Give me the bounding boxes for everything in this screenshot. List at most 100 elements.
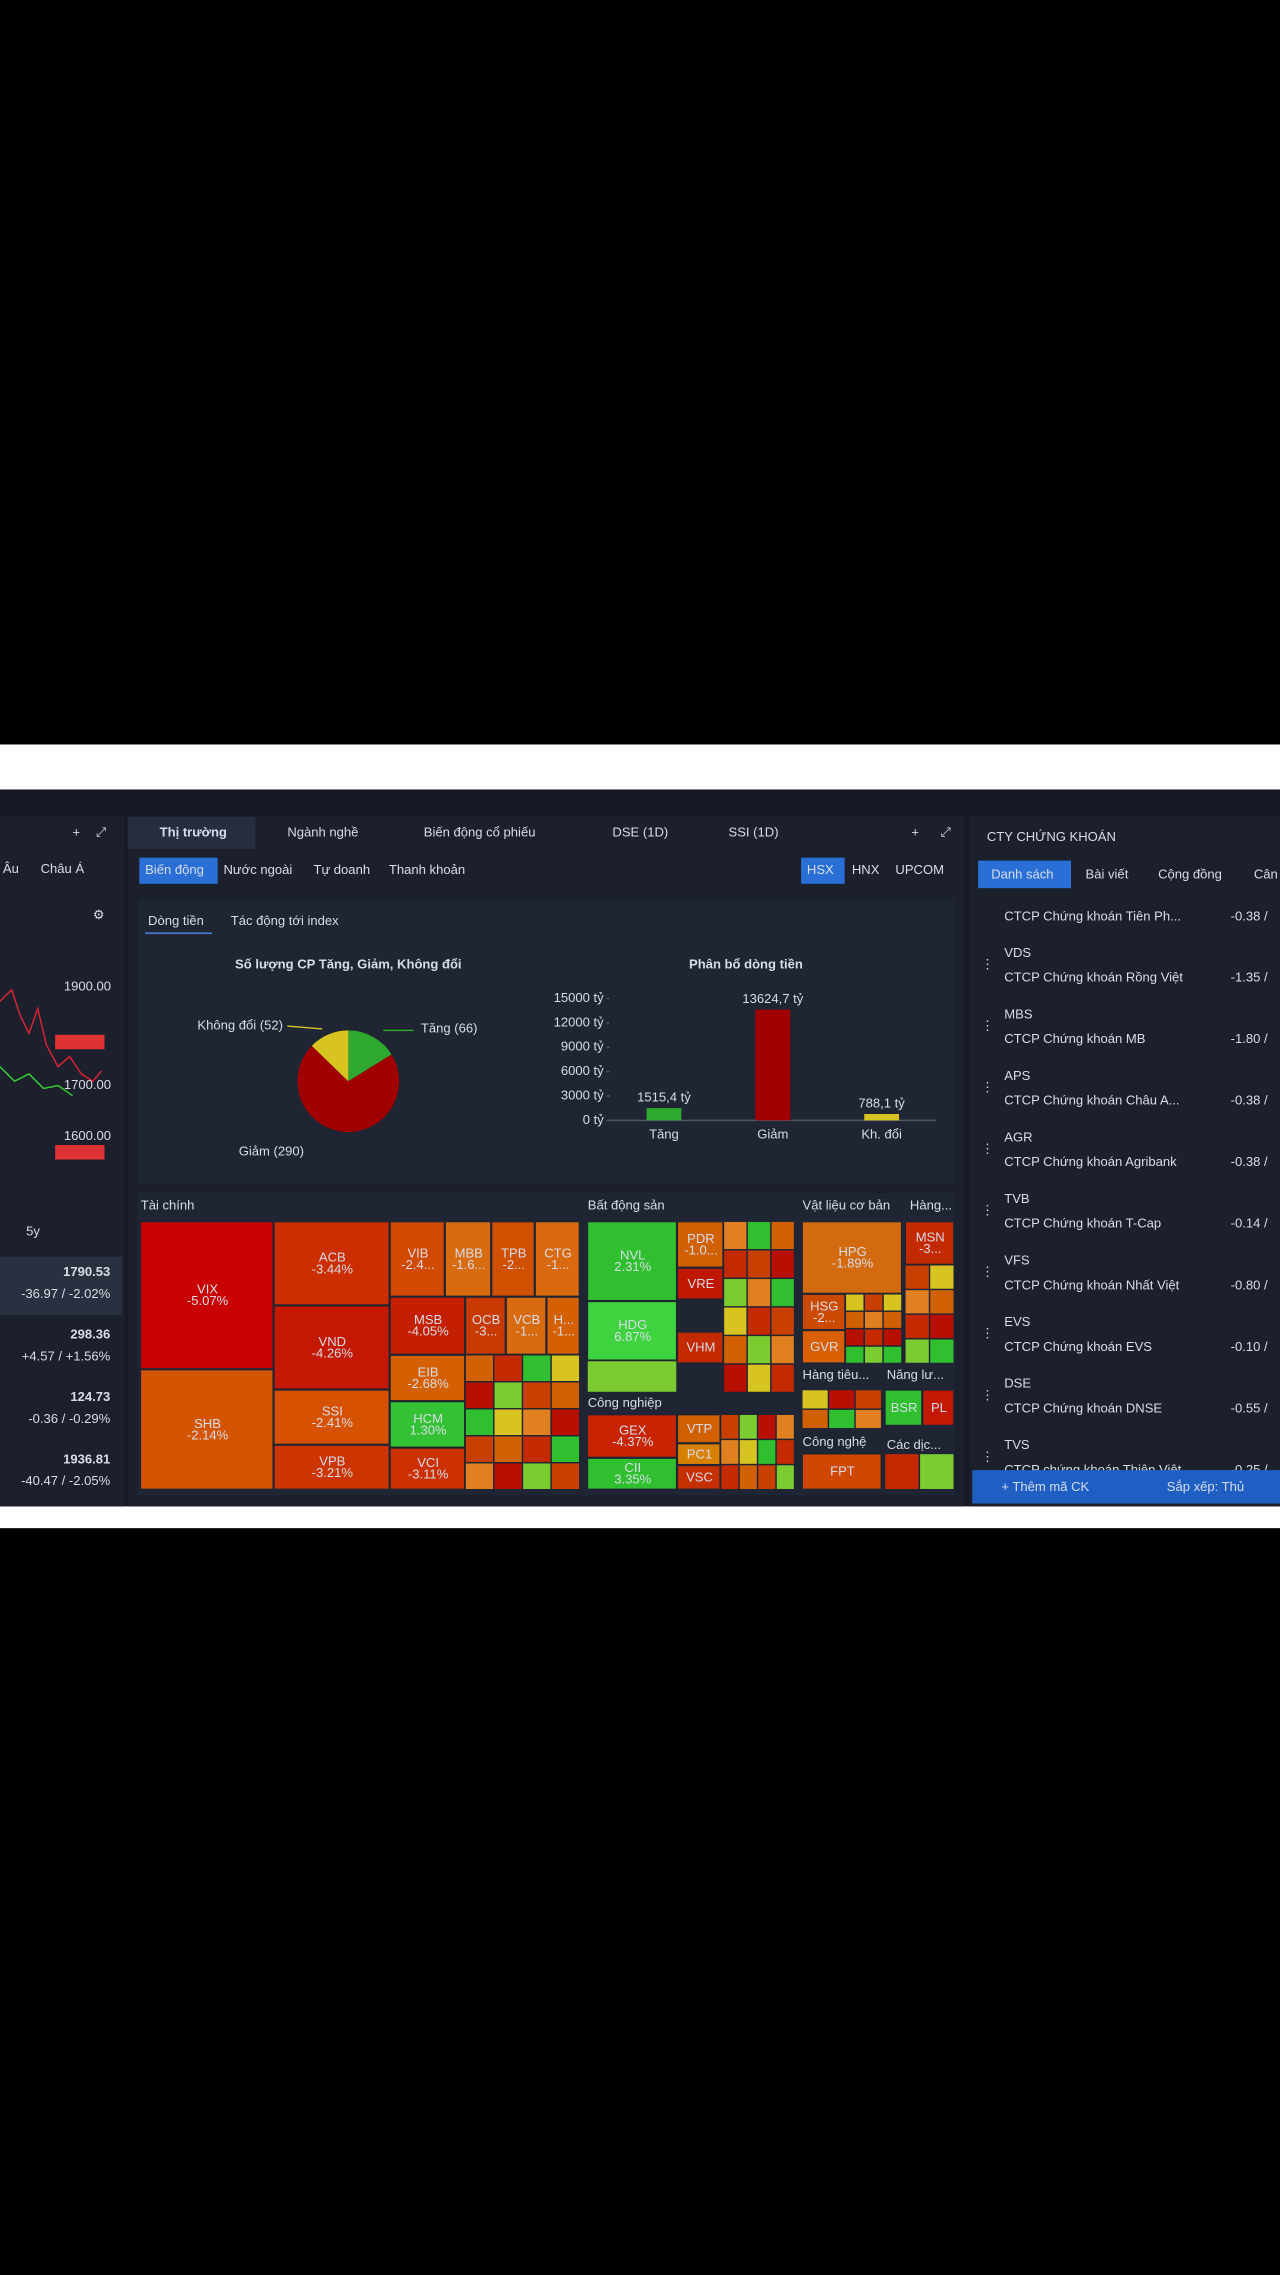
treemap-tile[interactable]	[905, 1221, 954, 1265]
treemap-tile[interactable]	[587, 1301, 677, 1361]
tile-label: CTG	[544, 1245, 572, 1260]
icon-expand[interactable]: ⤢	[940, 824, 950, 839]
ticker[interactable]: VFS	[1004, 1253, 1030, 1268]
treemap-tile[interactable]	[587, 1458, 677, 1490]
treemap-tile[interactable]	[140, 1369, 274, 1490]
company-name: CTCP Chứng khoán DNSE	[1004, 1400, 1162, 1415]
treemap-tile[interactable]	[677, 1268, 724, 1300]
right-tab[interactable]: Danh sách	[991, 867, 1053, 882]
ticker[interactable]: EVS	[1004, 1314, 1030, 1329]
treemap-tile[interactable]	[587, 1414, 677, 1458]
treemap-tile[interactable]	[922, 1389, 954, 1426]
main-tab[interactable]: Ngành nghề	[287, 824, 358, 839]
tile-label: PDR	[687, 1231, 715, 1246]
ticker[interactable]: TVB	[1004, 1191, 1030, 1206]
tile-label: HSG	[810, 1298, 838, 1313]
treemap-tile[interactable]	[802, 1330, 845, 1364]
treemap-tile[interactable]	[677, 1221, 724, 1268]
treemap-tile[interactable]	[390, 1221, 445, 1297]
treemap-tile[interactable]	[445, 1221, 491, 1297]
treemap-tile[interactable]	[884, 1389, 922, 1426]
settings-icon[interactable]: ⚙	[93, 907, 105, 922]
treemap-tile[interactable]	[546, 1297, 580, 1355]
ticker[interactable]: MBS	[1004, 1006, 1033, 1021]
treemap-filler	[747, 1307, 771, 1335]
right-tab[interactable]: Cộng đồng	[1158, 867, 1222, 882]
view-tab[interactable]: Dòng tiền	[148, 913, 204, 928]
bottom-band	[0, 1506, 1280, 1529]
sub-tab[interactable]: Biến động	[145, 862, 204, 877]
treemap-tile[interactable]	[491, 1221, 535, 1297]
main-tab[interactable]: Biến động cổ phiếu	[424, 824, 536, 839]
tile-change: -4.05%	[407, 1324, 449, 1339]
right-tab[interactable]: Bài viết	[1086, 867, 1129, 882]
ticker[interactable]: AGR	[1004, 1130, 1032, 1145]
treemap-tile[interactable]	[677, 1414, 721, 1443]
tile-label: NVL	[620, 1248, 645, 1263]
sub-tab[interactable]: Nước ngoài	[223, 862, 292, 877]
tile-label: VRE	[688, 1276, 715, 1291]
treemap-tile[interactable]	[802, 1453, 882, 1490]
treemap-tile[interactable]	[390, 1355, 465, 1401]
treemap-filler	[771, 1279, 794, 1307]
icon-plus[interactable]: +	[73, 824, 81, 839]
icon-expand[interactable]: ⤢	[96, 824, 106, 839]
sub-tab[interactable]: Thanh khoản	[389, 862, 465, 877]
exchange-tab[interactable]: HNX	[852, 862, 880, 877]
ticker[interactable]: TVS	[1004, 1437, 1030, 1452]
sort-button[interactable]: Sắp xếp: Thủ	[1167, 1479, 1244, 1494]
treemap-filler	[465, 1463, 494, 1489]
treemap-tile[interactable]	[802, 1294, 845, 1330]
ticker[interactable]: APS	[1004, 1068, 1030, 1083]
treemap-tile[interactable]	[390, 1297, 465, 1355]
drag-handle: ⋮	[981, 1080, 994, 1095]
main-tab[interactable]: Thị trường	[160, 824, 227, 839]
sector-label: Hàng...	[910, 1197, 952, 1212]
price-badge	[55, 1145, 105, 1160]
treemap-filler	[739, 1414, 757, 1439]
treemap-filler	[494, 1355, 522, 1382]
tile-change: -3...	[919, 1241, 941, 1256]
active-subtab	[139, 857, 218, 884]
treemap-tile[interactable]	[390, 1447, 465, 1490]
treemap-tile[interactable]	[390, 1401, 465, 1448]
ticker[interactable]: VDS	[1004, 945, 1031, 960]
left-tab[interactable]: Châu Á	[41, 861, 85, 876]
tile-label: VSC	[686, 1470, 713, 1485]
right-tab[interactable]: Cân	[1254, 867, 1278, 882]
tile-change: -1.0...	[684, 1242, 717, 1257]
treemap-tile[interactable]	[802, 1221, 902, 1294]
range-tab[interactable]: 5y	[26, 1224, 40, 1239]
main-tab[interactable]: SSI (1D)	[729, 824, 779, 839]
treemap-tile[interactable]	[677, 1331, 724, 1364]
exchange-tab[interactable]: HSX	[807, 862, 834, 877]
treemap-tile[interactable]	[273, 1445, 390, 1490]
add-button[interactable]: + Thêm mã CK	[1001, 1479, 1089, 1494]
index-change: +4.57 / +1.56%	[22, 1348, 111, 1363]
treemap-tile[interactable]	[677, 1465, 721, 1490]
treemap-tile[interactable]	[677, 1443, 721, 1465]
tile-change: -5.07%	[187, 1293, 229, 1308]
treemap-tile[interactable]	[273, 1221, 390, 1306]
ticker[interactable]: DSE	[1004, 1376, 1031, 1391]
treemap-tile[interactable]	[587, 1221, 677, 1301]
left-tab[interactable]: Âu	[3, 861, 19, 876]
treemap-tile[interactable]	[140, 1221, 274, 1369]
treemap-tile[interactable]	[273, 1389, 390, 1445]
sector-label: Tài chính	[141, 1197, 195, 1212]
treemap-tile[interactable]	[535, 1221, 580, 1297]
treemap-tile[interactable]	[273, 1305, 390, 1390]
tile-label: HCM	[413, 1411, 443, 1426]
sub-tab[interactable]: Tự doanh	[313, 862, 370, 877]
treemap-filler	[724, 1364, 747, 1392]
view-tab[interactable]: Tác động tới index	[231, 913, 339, 928]
treemap-filler	[721, 1414, 739, 1439]
pie-label: Tăng (66)	[421, 1020, 478, 1035]
main-tab[interactable]: DSE (1D)	[612, 824, 668, 839]
exchange-tab[interactable]: UPCOM	[895, 862, 944, 877]
drag-handle: ⋮	[981, 1449, 994, 1464]
icon-plus[interactable]: +	[911, 824, 919, 839]
treemap-tile[interactable]	[465, 1297, 506, 1355]
treemap-tile[interactable]	[506, 1297, 547, 1355]
